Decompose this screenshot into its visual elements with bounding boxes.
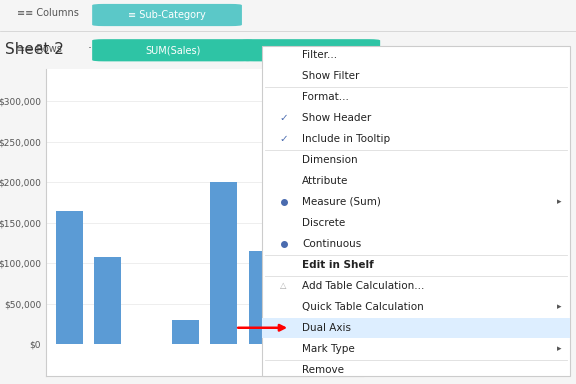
Text: ≡ Sub-Category: ≡ Sub-Category bbox=[128, 10, 206, 20]
Text: ▸: ▸ bbox=[556, 302, 561, 311]
Text: Show Header: Show Header bbox=[302, 113, 372, 123]
Bar bbox=[56, 210, 83, 344]
Text: ·: · bbox=[88, 43, 91, 55]
Bar bbox=[210, 182, 237, 344]
Text: Sheet 2: Sheet 2 bbox=[5, 42, 64, 57]
FancyBboxPatch shape bbox=[92, 4, 242, 26]
Text: Dimension: Dimension bbox=[302, 155, 358, 165]
FancyBboxPatch shape bbox=[92, 39, 253, 61]
Text: Include in Tooltip: Include in Tooltip bbox=[302, 134, 391, 144]
Text: Edit in Shelf: Edit in Shelf bbox=[302, 260, 374, 270]
Text: ≡≡ Columns: ≡≡ Columns bbox=[17, 8, 79, 18]
Bar bbox=[249, 251, 276, 344]
Text: ✓: ✓ bbox=[279, 134, 288, 144]
Text: Continuous: Continuous bbox=[302, 239, 361, 249]
Text: △: △ bbox=[281, 281, 287, 290]
Text: Show Filter: Show Filter bbox=[302, 71, 359, 81]
FancyBboxPatch shape bbox=[242, 39, 380, 61]
Bar bbox=[287, 77, 314, 344]
Text: Remove: Remove bbox=[302, 365, 344, 375]
Bar bbox=[172, 320, 199, 344]
Text: ▸: ▸ bbox=[556, 344, 561, 353]
Bar bbox=[326, 271, 353, 344]
Text: Discrete: Discrete bbox=[302, 218, 346, 228]
Text: Measure (Sum): Measure (Sum) bbox=[302, 197, 381, 207]
Bar bbox=[262, 318, 570, 338]
Text: Quick Table Calculation: Quick Table Calculation bbox=[302, 302, 424, 312]
Text: ▸: ▸ bbox=[556, 197, 561, 206]
Text: Add Table Calculation...: Add Table Calculation... bbox=[302, 281, 425, 291]
Text: ≡≡ Rows: ≡≡ Rows bbox=[17, 44, 62, 54]
Text: Dual Axis: Dual Axis bbox=[302, 323, 351, 333]
Text: ✓: ✓ bbox=[279, 113, 288, 123]
Text: Filter...: Filter... bbox=[302, 50, 338, 60]
Text: SUM(Sales): SUM(Sales) bbox=[145, 45, 200, 55]
Text: Format...: Format... bbox=[302, 92, 349, 102]
Text: SUM(Profit): SUM(Profit) bbox=[283, 45, 339, 55]
Bar bbox=[94, 258, 122, 344]
Text: Attribute: Attribute bbox=[302, 176, 348, 186]
Text: Mark Type: Mark Type bbox=[302, 344, 355, 354]
